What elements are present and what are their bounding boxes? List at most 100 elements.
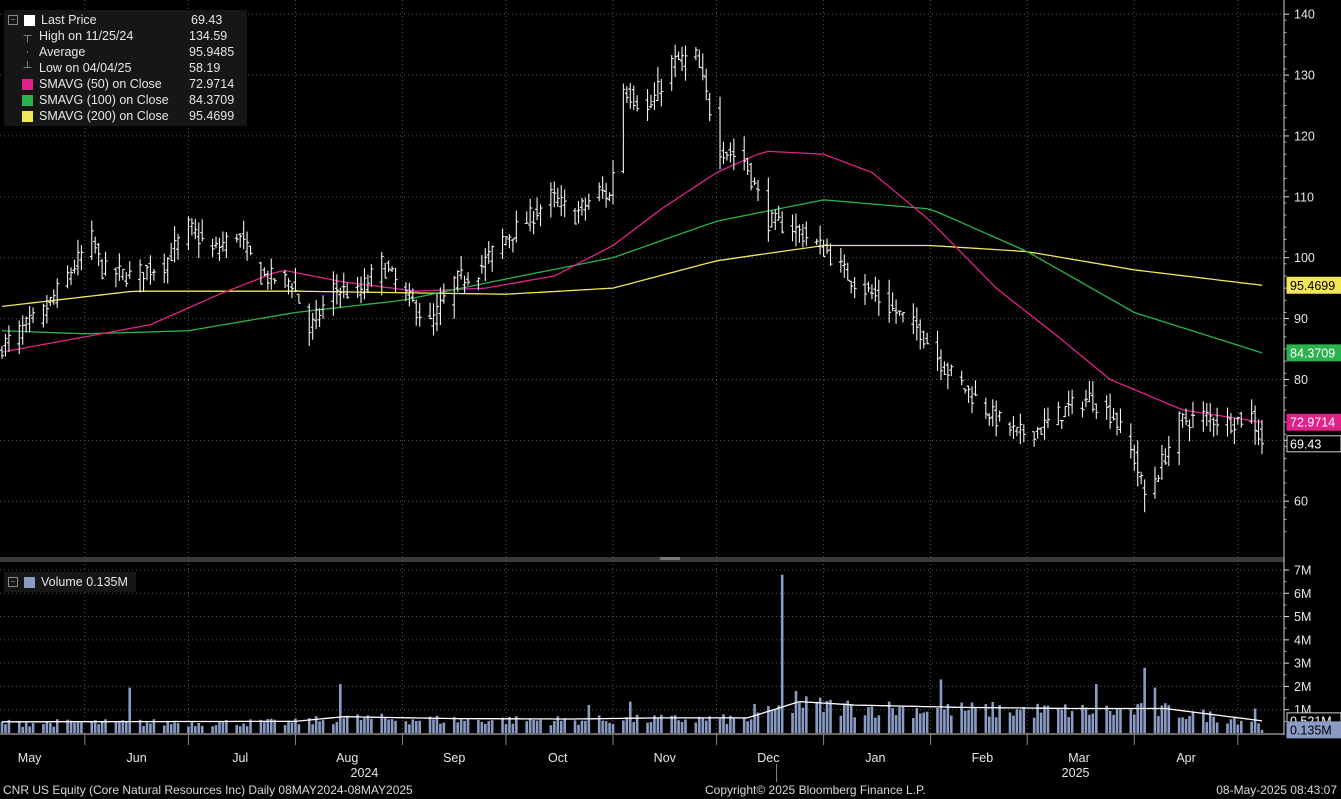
price-bar: [428, 302, 433, 320]
price-bar: [1070, 389, 1075, 415]
price-tick-label: 130: [1294, 69, 1315, 83]
price-bar: [165, 256, 170, 284]
month-label: Nov: [654, 751, 677, 765]
price-bar: [621, 83, 626, 174]
volume-bar: [142, 725, 145, 733]
volume-bar: [1253, 708, 1257, 733]
price-bar: [925, 332, 930, 345]
volume-bar: [73, 722, 76, 733]
volume-bar: [432, 719, 435, 733]
volume-bar: [1181, 717, 1184, 733]
volume-bar: [1015, 709, 1019, 733]
volume-bar: [4, 724, 7, 733]
price-bar: [479, 255, 484, 274]
price-bar: [718, 96, 723, 170]
volume-bar: [114, 721, 118, 733]
volume-bar: [532, 719, 535, 733]
volume-bar: [1250, 721, 1253, 733]
collapse-icon[interactable]: −: [8, 15, 18, 25]
volume-bar: [870, 706, 874, 733]
volume-bar: [1129, 709, 1133, 733]
volume-bar: [466, 718, 470, 733]
price-value-tag-box: [1286, 344, 1341, 362]
price-bar: [756, 179, 760, 202]
volume-bar: [604, 721, 608, 733]
volume-bar: [1202, 709, 1205, 733]
price-bar: [434, 293, 439, 332]
volume-average-line: [2, 700, 1263, 723]
volume-bar: [887, 701, 891, 733]
volume-bar: [825, 700, 829, 733]
volume-bar: [124, 721, 128, 733]
price-bar: [1184, 408, 1189, 426]
volume-bar: [801, 707, 805, 733]
price-bar: [635, 95, 640, 112]
price-bar: [1128, 423, 1133, 459]
price-bar: [403, 282, 408, 302]
volume-bar: [877, 715, 881, 733]
volume-bar: [901, 706, 905, 733]
volume-bar: [998, 705, 1001, 733]
price-bar: [24, 316, 29, 333]
price-bar: [1260, 419, 1264, 455]
volume-bar: [335, 721, 339, 733]
volume-bar: [1043, 705, 1046, 733]
volume-bar: [221, 721, 225, 733]
legend-row: ┴ Low on 04/04/25 58.19: [8, 60, 241, 76]
price-bar: [645, 89, 650, 121]
volume-bar: [173, 722, 176, 733]
price-bar: [648, 94, 653, 109]
price-bar: [604, 183, 609, 208]
price-bar: [994, 400, 999, 437]
volume-bar: [622, 720, 625, 733]
volume-bar: [791, 712, 794, 733]
collapse-icon[interactable]: −: [8, 577, 18, 587]
volume-bar: [0, 721, 4, 733]
price-bar: [1094, 403, 1099, 420]
price-bar: [1159, 444, 1164, 480]
volume-bar: [24, 722, 28, 733]
price-bar: [210, 238, 215, 257]
price-bar: [728, 142, 733, 163]
volume-bar: [483, 723, 487, 733]
volume-bar: [756, 712, 760, 733]
volume-bar: [732, 717, 736, 733]
price-bar: [265, 270, 270, 290]
volume-bar: [963, 710, 967, 733]
volume-bar: [684, 719, 687, 733]
month-label: Sep: [443, 751, 465, 765]
price-bar: [144, 264, 149, 281]
price-tick-label: 100: [1294, 251, 1315, 265]
price-bar: [797, 224, 802, 243]
legend-name: High on 11/25/24: [39, 29, 134, 43]
volume-bar: [145, 722, 149, 733]
price-bar: [1045, 407, 1050, 428]
price-bar: [369, 264, 374, 287]
volume-bar: [169, 724, 173, 733]
volume-bar: [1212, 716, 1215, 733]
price-bar: [821, 239, 826, 257]
volume-bar: [214, 725, 218, 733]
price-bar: [296, 293, 301, 304]
volume-bar: [287, 720, 290, 733]
volume-bar: [28, 726, 31, 733]
price-bar: [766, 177, 771, 242]
price-bar: [193, 219, 198, 240]
volume-bar: [200, 725, 204, 733]
price-bar: [921, 330, 926, 349]
volume-bar: [584, 720, 587, 733]
month-label: Jun: [127, 751, 147, 765]
price-bar: [151, 268, 156, 281]
volume-bar: [704, 720, 708, 733]
price-bar: [731, 138, 736, 171]
volume-tick-label: 7M: [1294, 563, 1311, 577]
price-bar: [476, 277, 481, 291]
price-bar: [127, 261, 132, 279]
volume-bar: [55, 719, 59, 733]
price-bar: [234, 233, 239, 243]
price-bar: [1104, 395, 1109, 420]
price-bar: [1135, 440, 1140, 487]
price-bar: [362, 268, 367, 300]
volume-bar: [846, 700, 850, 733]
volume-bar: [394, 720, 397, 733]
